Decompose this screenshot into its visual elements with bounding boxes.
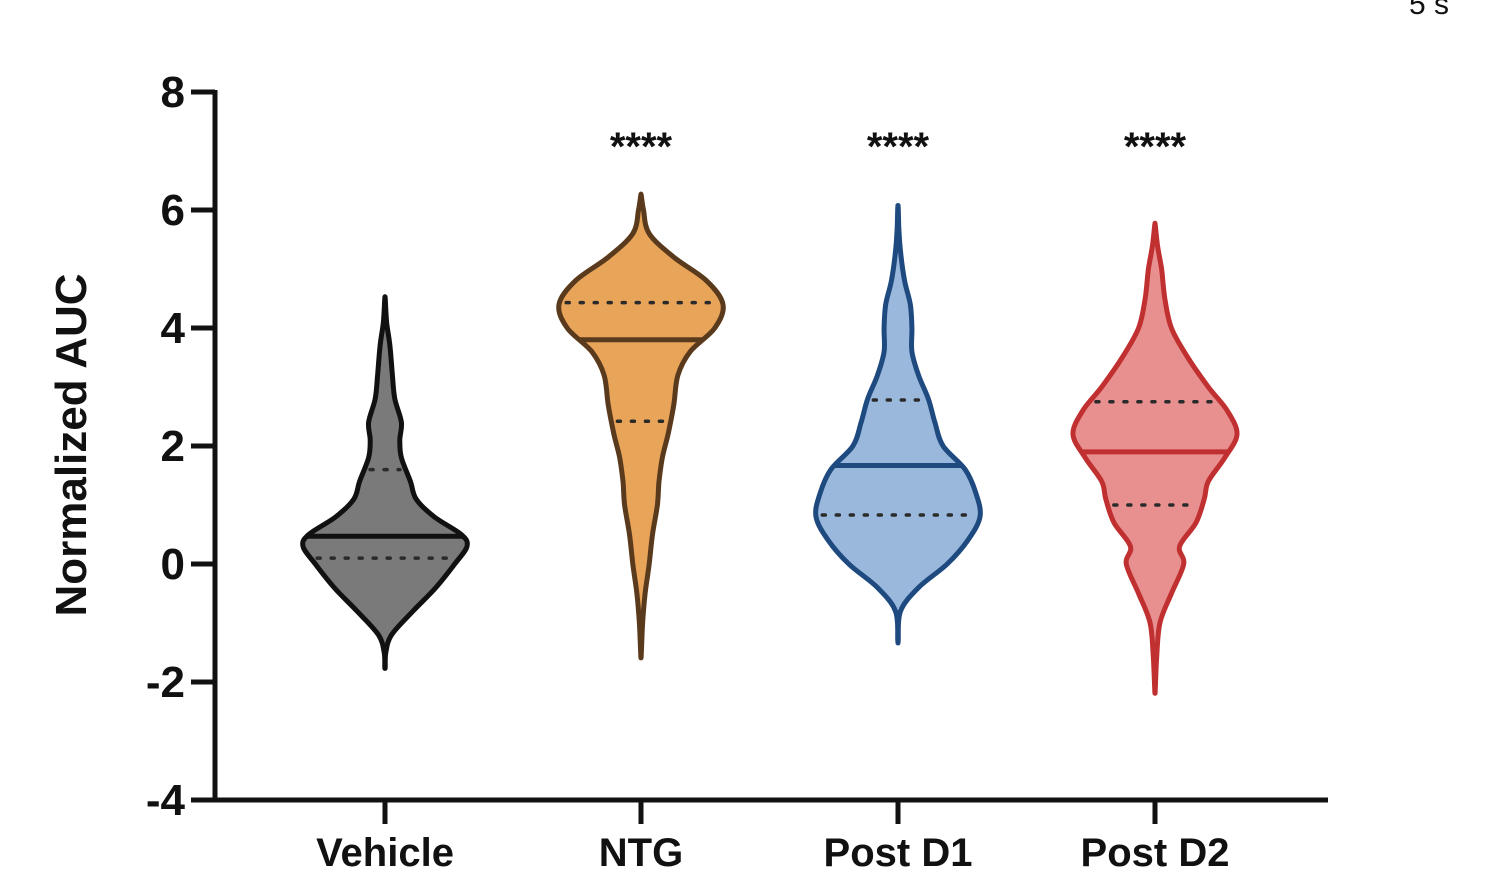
y-tick-label: -4 (146, 776, 186, 825)
violin-post-d2 (1070, 220, 1240, 696)
y-tick-label: -2 (146, 658, 185, 707)
category-label: Post D2 (1081, 831, 1230, 875)
corner-note: 5 s (1408, 0, 1449, 21)
axes-layer: -4 -2 0 2 4 6 8 Vehicle NTG **** Post D1 **** Post D… (146, 68, 1328, 875)
violin-post-d1 (813, 203, 983, 646)
category-label: NTG (599, 831, 683, 875)
significance-label: **** (867, 125, 930, 169)
violin-layer (300, 191, 1240, 696)
y-tick-label: 2 (161, 422, 185, 471)
y-tick-label: 4 (161, 304, 186, 353)
category-label: Vehicle (316, 831, 454, 875)
category-label: Post D1 (824, 831, 973, 875)
y-tick-label: 8 (161, 68, 185, 117)
y-axis-title: Normalized AUC (47, 273, 96, 616)
significance-label: **** (1124, 125, 1187, 169)
violin-vehicle (300, 294, 470, 671)
y-tick-label: 6 (161, 186, 185, 235)
significance-label: **** (610, 125, 673, 169)
violin-ntg (556, 191, 726, 661)
y-tick-label: 0 (161, 540, 185, 589)
